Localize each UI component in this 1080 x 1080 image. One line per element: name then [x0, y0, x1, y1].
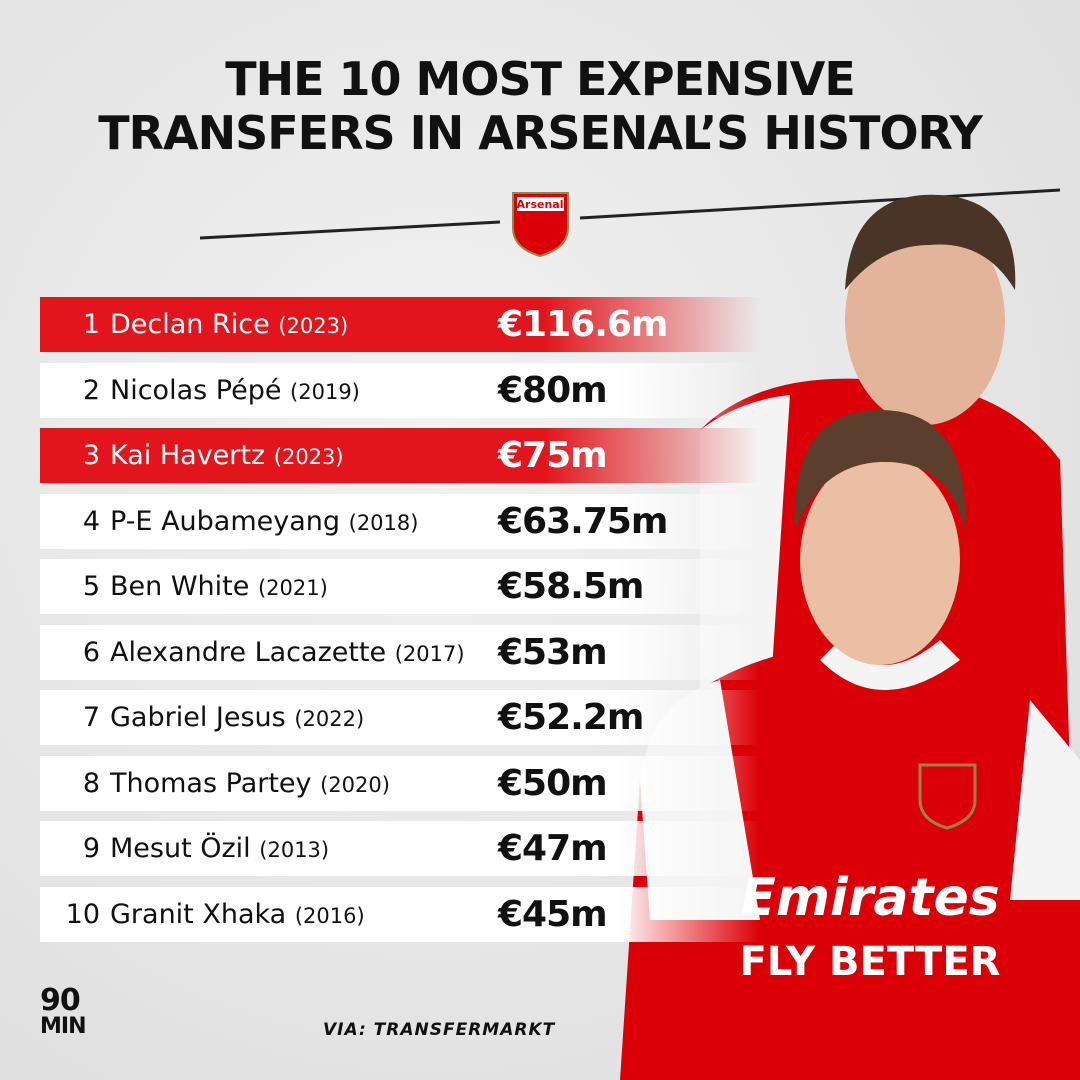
- transfer-fee: €116.6m: [498, 304, 668, 345]
- transfer-row: 1 Declan Rice (2023) €116.6m: [40, 297, 760, 352]
- transfer-year: (2019): [290, 379, 360, 404]
- transfer-year: (2017): [394, 641, 465, 666]
- logo: 90: [40, 983, 81, 1018]
- transfer-row: 10 Granit Xhaka (2016) €45m: [40, 886, 760, 942]
- transfer-row: 6 Alexandre Lacazette (2017) €53m: [40, 624, 760, 680]
- transfer-row: 3 Kai Havertz (2023) €75m: [40, 428, 760, 483]
- player-name: Mesut Özil: [110, 833, 251, 864]
- title-line: TRANSFERS IN ARSENAL’S HISTORY: [98, 106, 983, 160]
- player: Alexandre Lacazette (2017): [110, 637, 465, 668]
- transfer-fee: €63.75m: [498, 500, 668, 542]
- player-name: Granit Xhaka: [110, 898, 287, 930]
- transfer-row: 5 Ben White (2021) €58.5m: [40, 559, 760, 614]
- player-name: Thomas Partey: [110, 767, 312, 799]
- crest-text: Arsenal: [517, 198, 564, 211]
- player: Ben White (2021): [110, 571, 328, 602]
- rank: 1: [82, 309, 100, 340]
- divider: [579, 188, 1061, 220]
- player: Mesut Özil (2013): [110, 833, 329, 864]
- source: VIA: TRANSFERMARKT: [323, 1020, 556, 1040]
- transfer-year: (2016): [294, 903, 365, 928]
- transfer-row: 2 Nicolas Pépé (2019) €80m: [40, 362, 760, 418]
- player: P-E Aubameyang (2018): [110, 506, 418, 537]
- crest-band: [517, 197, 564, 211]
- rank: 6: [82, 636, 100, 668]
- shirt-text: FLY BETTER: [740, 939, 1001, 985]
- transfer-fee: €47m: [498, 828, 608, 869]
- player-name: Declan Rice: [110, 309, 270, 340]
- transfer-fee: €80m: [498, 369, 608, 411]
- player: Gabriel Jesus (2022): [110, 702, 364, 733]
- transfer-year: (2020): [320, 772, 390, 797]
- rank: 7: [82, 702, 100, 733]
- title-line: THE 10 MOST EXPENSIVE: [225, 52, 856, 106]
- transfer-year: (2021): [257, 576, 328, 600]
- transfer-fee: €52.2m: [498, 697, 644, 738]
- transfer-row: 4 P-E Aubameyang (2018) €63.75m: [40, 493, 760, 549]
- player: Thomas Partey (2020): [110, 768, 390, 799]
- transfer-fee: €50m: [498, 762, 608, 804]
- rank: 9: [82, 833, 100, 864]
- transfer-fee: €53m: [498, 631, 608, 673]
- player-name: Nicolas Pépé: [110, 374, 282, 406]
- rank: 4: [82, 505, 100, 537]
- transfer-year: (2013): [259, 838, 330, 862]
- player-name: Kai Havertz: [110, 440, 266, 471]
- rank: 5: [82, 571, 100, 602]
- rank: 3: [82, 440, 100, 471]
- rank: 2: [82, 374, 100, 406]
- player-name: P-E Aubameyang: [110, 505, 341, 537]
- transfer-year: (2022): [294, 707, 365, 731]
- transfer-year: (2023): [278, 314, 349, 338]
- transfer-row: 8 Thomas Partey (2020) €50m: [40, 755, 760, 811]
- player-name: Gabriel Jesus: [110, 702, 286, 733]
- transfer-fee: €75m: [498, 435, 608, 476]
- rank: 8: [82, 767, 100, 799]
- player-name: Alexandre Lacazette: [110, 636, 387, 668]
- logo: MIN: [40, 1014, 86, 1039]
- player: Granit Xhaka (2016): [110, 899, 365, 930]
- rank: 10: [65, 898, 100, 930]
- transfer-row: 9 Mesut Özil (2013) €47m: [40, 821, 760, 876]
- transfer-year: (2023): [273, 445, 344, 469]
- transfer-row: 7 Gabriel Jesus (2022) €52.2m: [40, 690, 760, 745]
- player: Declan Rice (2023): [110, 309, 348, 340]
- shirt-text: Emirates: [740, 868, 999, 928]
- transfer-year: (2018): [348, 510, 419, 535]
- player-name: Ben White: [110, 571, 250, 602]
- transfer-fee: €45m: [498, 893, 608, 935]
- player: Nicolas Pépé (2019): [110, 375, 360, 406]
- transfer-fee: €58.5m: [498, 566, 644, 607]
- player: Kai Havertz (2023): [110, 440, 344, 471]
- divider: [199, 220, 501, 240]
